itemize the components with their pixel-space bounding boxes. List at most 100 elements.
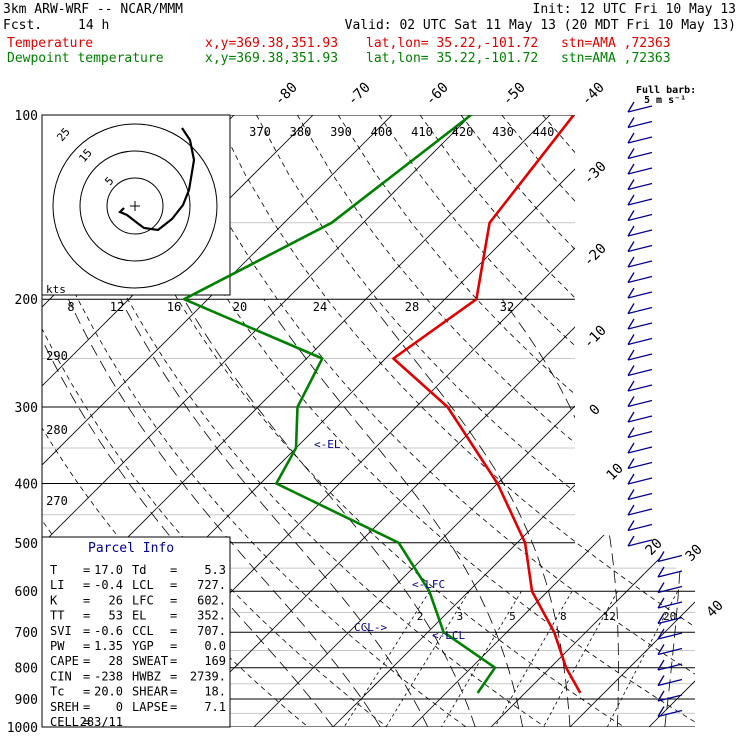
isotherm-label: -50 <box>500 80 529 109</box>
isotherm-label: -40 <box>579 80 608 109</box>
mixing-ratio-label: 2 <box>417 610 424 623</box>
wind-barb-flag <box>627 179 635 190</box>
parcel-info-cell: LAPSE <box>132 700 168 714</box>
pressure-axis: 100 200 300 400 500 600 700 800 900 1000 <box>7 109 43 736</box>
parcel-info-cell: K <box>50 593 58 607</box>
valid-time: Valid: 02 UTC Sat 11 May 13 (20 MDT Fri … <box>344 18 736 33</box>
pressure-label-400: 400 <box>15 477 38 492</box>
parcel-info-cell: = <box>170 578 177 592</box>
theta-side-label: 270 <box>46 494 68 508</box>
wind-barb-staff <box>627 322 653 330</box>
parcel-info-cell: = <box>83 685 90 699</box>
parcel-info-cell: CCL <box>132 624 154 638</box>
theta-label: 390 <box>330 125 352 139</box>
wind-barb-flag <box>627 396 635 407</box>
parcel-info-cell: -0.4 <box>94 578 123 592</box>
isotherm-label: -20 <box>581 241 610 270</box>
wind-barb-flag <box>627 504 635 516</box>
wind-barb-flag <box>627 334 635 345</box>
wind-barb-flag <box>627 318 635 330</box>
wind-barb-flag <box>627 535 635 547</box>
isotherm <box>240 115 695 727</box>
parcel-info-cell: 5.3 <box>204 563 226 577</box>
parcel-info-table: T = 17.0 Td = 5.3 LI = -0.4 LCL = 727. K = 26 LFC = 602. T… <box>50 563 226 729</box>
parcel-info-cell: = <box>83 715 90 729</box>
parcel-info-cell: 2739. <box>190 669 226 683</box>
wind-barb-staff <box>657 694 683 702</box>
isotherm <box>477 115 695 727</box>
wind-barb-staff <box>657 601 683 609</box>
theta-side-label: 280 <box>46 423 68 437</box>
pressure-label-500: 500 <box>15 537 38 552</box>
wind-barb-staff <box>627 182 653 191</box>
pressure-label-800: 800 <box>15 662 38 677</box>
parcel-info-cell: SREH <box>50 700 79 714</box>
wind-barb-flag <box>657 644 665 655</box>
wind-barb-flag <box>627 520 635 531</box>
wind-barb-flag <box>627 287 635 299</box>
wind-barb-flag <box>627 365 635 376</box>
wind-barbs <box>627 101 683 718</box>
parcel-info-cell: 707. <box>197 624 226 638</box>
wind-barb-flag <box>657 628 665 640</box>
mixing-ratio-label: 8 <box>560 610 567 623</box>
wind-barb-staff <box>627 430 653 439</box>
dewpoint-legend-station: stn=AMA ,72363 <box>561 51 671 66</box>
dewpoint-legend-xy: x,y=369.38,351.93 <box>205 51 339 66</box>
wind-barb-flag <box>657 706 665 717</box>
parcel-info-cell: = <box>170 669 177 683</box>
dry-adiabat <box>256 115 695 727</box>
dry-adiabat <box>337 115 695 727</box>
parcel-info-cell: T <box>50 563 57 577</box>
parcel-info-cell: 53 <box>109 609 123 623</box>
wind-barb-flag <box>627 163 635 175</box>
hodograph: 5 15 25 <box>41 114 231 296</box>
moist-adiabat <box>367 298 571 727</box>
dry-adiabat <box>51 115 565 727</box>
parcel-info-cell: = <box>83 578 90 592</box>
mixing-ratio-line <box>606 591 679 727</box>
wind-barb-staff <box>627 368 653 377</box>
dry-adiabat <box>174 115 695 727</box>
wind-barb-staff <box>657 663 683 671</box>
hodo-axis-label: 32 <box>500 300 514 314</box>
wind-barb-flag <box>627 380 635 392</box>
dry-adiabat <box>624 115 695 727</box>
isotherm <box>319 115 695 727</box>
isotherm-label: -10 <box>581 323 610 352</box>
wind-barb-flag <box>627 272 635 283</box>
temperature-legend-label: Temperature <box>7 36 94 51</box>
hodo-axis-label: 16 <box>167 300 181 314</box>
parcel-info-cell: 727. <box>197 578 226 592</box>
barb-note-line1: Full barb: <box>636 85 696 96</box>
parcel-info-cell: LFC <box>132 593 154 607</box>
wind-barb-staff <box>627 198 653 206</box>
moist-adiabat <box>183 298 476 727</box>
wind-barb-flag <box>627 411 635 423</box>
theta-label: 440 <box>533 125 555 139</box>
wind-barb-flag <box>627 442 635 454</box>
dewpoint-legend-latlon: lat,lon= 35.22,-101.72 <box>366 51 539 66</box>
parcel-info-cell: 28 <box>109 654 123 668</box>
parcel-info-cell: 0.0 <box>204 639 226 653</box>
parcel-info-cell: 17.0 <box>94 563 123 577</box>
wind-barb-flag <box>627 148 635 159</box>
dry-adiabat <box>665 115 695 727</box>
parcel-info-cell: = <box>83 700 90 714</box>
wind-barb-staff <box>627 306 653 315</box>
wind-barb-staff <box>657 632 683 640</box>
moist-adiabat <box>120 299 429 727</box>
mixing-ratio-line <box>385 590 470 727</box>
wind-barb-staff <box>657 570 683 578</box>
dry-adiabat <box>501 115 695 727</box>
wind-barb-staff <box>627 167 653 175</box>
theta-label: 370 <box>249 125 271 139</box>
parcel-info-cell: = <box>83 593 90 607</box>
theta-label: 430 <box>492 125 514 139</box>
wind-barb-flag <box>627 117 635 128</box>
isotherm-label: -80 <box>272 80 301 109</box>
dry-adiabat <box>92 115 645 727</box>
parcel-info-cell: = <box>83 669 90 683</box>
mixing-ratio-line <box>543 591 619 727</box>
